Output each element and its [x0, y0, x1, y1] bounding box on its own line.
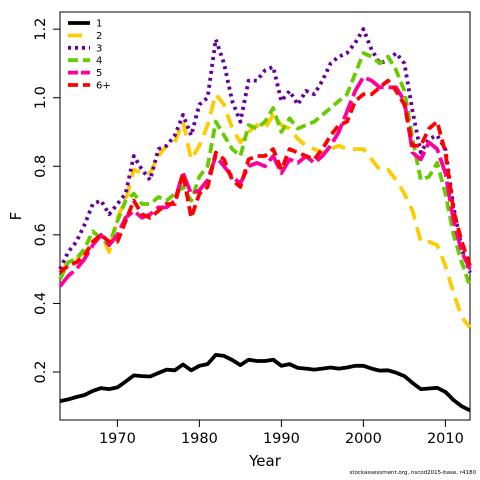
legend-label: 4	[96, 56, 102, 67]
series-line-4	[58, 51, 472, 287]
y-axis-title: F	[7, 212, 25, 221]
x-tick-label: 1980	[181, 431, 218, 447]
x-axis: 1970 1980 1990 2000 2010	[99, 420, 464, 447]
series-line-6plus	[58, 78, 472, 275]
y-tick-label: 0.6	[33, 223, 49, 246]
legend-label: 1	[96, 19, 102, 30]
plot-frame	[59, 11, 471, 421]
x-axis-title: Year	[248, 452, 282, 470]
series-line-3	[58, 27, 472, 274]
series-line-2	[58, 92, 472, 329]
x-tick-label: 2010	[427, 431, 464, 447]
legend-label: 2	[96, 31, 102, 42]
series-lines	[58, 27, 472, 413]
legend: 123 45 6+	[68, 19, 111, 92]
x-tick-label: 1990	[263, 431, 300, 447]
footer-source-note: stockassessment.org, nscod2015-base, r41…	[349, 470, 476, 476]
legend-label: 6+	[96, 81, 111, 92]
y-tick-label: 1.2	[33, 18, 49, 41]
y-tick-label: 0.2	[33, 360, 49, 383]
y-tick-label: 0.4	[33, 292, 49, 315]
y-tick-label: 0.8	[33, 155, 49, 178]
series-line-5	[58, 75, 472, 288]
series-line-1	[59, 352, 471, 413]
x-tick-label: 2000	[345, 431, 382, 447]
x-tick-label: 1970	[99, 431, 136, 447]
y-tick-label: 1.0	[33, 86, 49, 109]
legend-label: 5	[96, 68, 102, 79]
y-axis: 0.2 0.4 0.6 0.8 1.0 1.2	[33, 18, 60, 384]
legend-label: 3	[96, 43, 102, 54]
